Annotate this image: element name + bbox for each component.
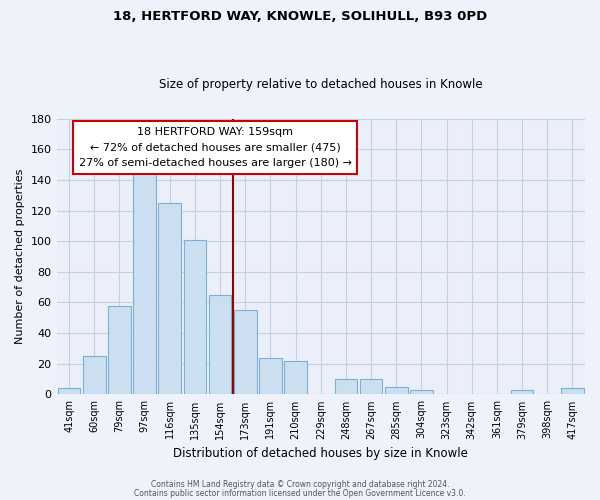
X-axis label: Distribution of detached houses by size in Knowle: Distribution of detached houses by size … [173, 447, 468, 460]
Bar [234, 310, 257, 394]
Bar [259, 358, 282, 395]
Bar [158, 203, 181, 394]
Text: Contains public sector information licensed under the Open Government Licence v3: Contains public sector information licen… [134, 489, 466, 498]
Bar [360, 379, 382, 394]
Bar [108, 306, 131, 394]
Y-axis label: Number of detached properties: Number of detached properties [15, 169, 25, 344]
Bar [335, 379, 357, 394]
Bar [284, 360, 307, 394]
Bar [561, 388, 584, 394]
Bar [385, 387, 407, 394]
Text: Contains HM Land Registry data © Crown copyright and database right 2024.: Contains HM Land Registry data © Crown c… [151, 480, 449, 489]
Bar [184, 240, 206, 394]
Title: Size of property relative to detached houses in Knowle: Size of property relative to detached ho… [159, 78, 482, 91]
Text: 18 HERTFORD WAY: 159sqm
← 72% of detached houses are smaller (475)
27% of semi-d: 18 HERTFORD WAY: 159sqm ← 72% of detache… [79, 127, 352, 168]
Bar [209, 295, 232, 394]
Bar [83, 356, 106, 395]
Bar [511, 390, 533, 394]
Text: 18, HERTFORD WAY, KNOWLE, SOLIHULL, B93 0PD: 18, HERTFORD WAY, KNOWLE, SOLIHULL, B93 … [113, 10, 487, 23]
Bar [133, 168, 156, 394]
Bar [58, 388, 80, 394]
Bar [410, 390, 433, 394]
